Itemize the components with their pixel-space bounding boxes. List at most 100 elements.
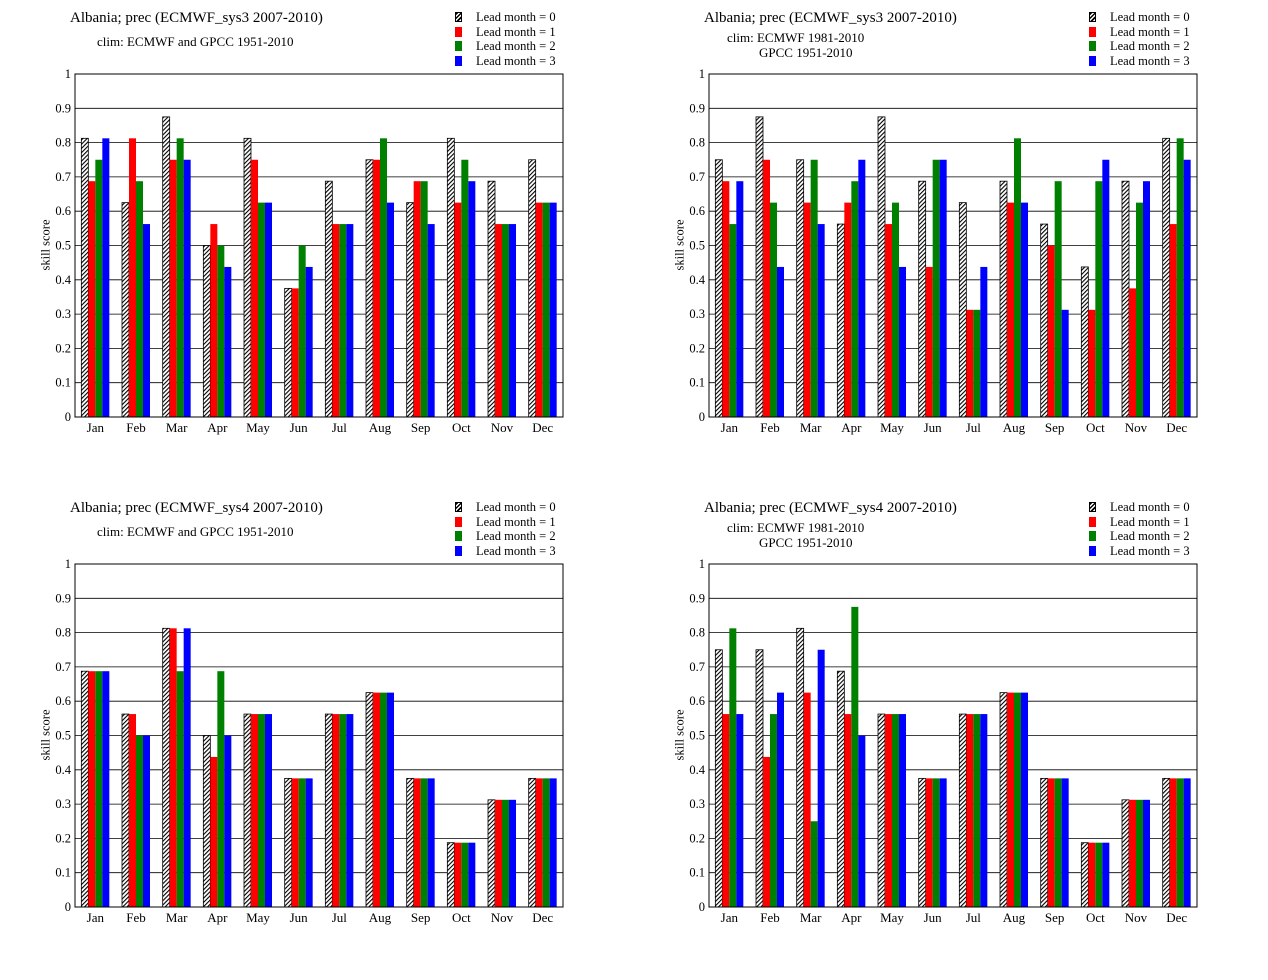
bar bbox=[803, 692, 811, 907]
x-tick-label: Jan bbox=[721, 420, 739, 435]
bar bbox=[755, 649, 764, 908]
bar bbox=[999, 180, 1008, 418]
x-tick-label: Dec bbox=[532, 910, 553, 925]
bar bbox=[427, 778, 435, 907]
bar bbox=[1183, 159, 1191, 417]
legend-label: Lead month = 1 bbox=[476, 514, 556, 529]
legend-item: Lead month = 1 bbox=[1089, 515, 1190, 530]
y-tick-label: 0.7 bbox=[689, 170, 705, 184]
chart-panel: 0 0.1 0.2 0.3 0.4 0.5 0.6 0.7 0.8 0.9 1 Jan Feb Mar Ap… bbox=[0, 490, 634, 980]
chart-title: Albania; prec (ECMWF_sys3 2007-2010) bbox=[704, 10, 957, 26]
bar-chart: 0 0.1 0.2 0.3 0.4 0.5 0.6 0.7 0.8 0.9 1 Jan Feb Mar Ap… bbox=[689, 67, 1198, 435]
y-tick-label: 0.4 bbox=[55, 763, 71, 777]
bar bbox=[877, 713, 886, 908]
legend-label: Lead month = 3 bbox=[476, 53, 556, 68]
bar bbox=[763, 159, 770, 417]
bar bbox=[387, 202, 394, 417]
bar bbox=[210, 224, 218, 417]
bar bbox=[535, 778, 543, 907]
bar bbox=[851, 181, 859, 417]
bar bbox=[80, 670, 89, 908]
legend-label: Lead month = 0 bbox=[476, 500, 556, 514]
bar bbox=[1047, 245, 1055, 417]
x-tick-label: Mar bbox=[800, 910, 822, 925]
bar bbox=[1021, 692, 1028, 907]
bar bbox=[939, 778, 947, 907]
y-tick-label: 0.5 bbox=[55, 729, 71, 743]
bar bbox=[1136, 799, 1143, 907]
bar bbox=[770, 714, 777, 907]
bar bbox=[892, 202, 899, 417]
y-tick-label: 0.5 bbox=[689, 239, 705, 253]
bar bbox=[298, 778, 306, 907]
x-tick-label: Aug bbox=[369, 420, 392, 435]
bar bbox=[176, 671, 184, 907]
y-tick-label: 0.2 bbox=[689, 831, 705, 845]
y-tick-label: 0.4 bbox=[55, 273, 71, 287]
x-tick-label: Nov bbox=[1125, 420, 1148, 435]
bar bbox=[1136, 202, 1143, 417]
x-tick-label: Mar bbox=[166, 910, 188, 925]
y-tick-label: 0.9 bbox=[55, 101, 71, 115]
bar bbox=[380, 138, 387, 417]
bar bbox=[224, 266, 232, 417]
chart-panel: 0 0.1 0.2 0.3 0.4 0.5 0.6 0.7 0.8 0.9 1 Jan Feb Mar Ap… bbox=[0, 0, 634, 490]
bar bbox=[885, 714, 892, 907]
bar bbox=[1014, 692, 1021, 907]
x-tick-label: Feb bbox=[760, 910, 780, 925]
y-tick-label: 0.7 bbox=[689, 660, 705, 674]
bar bbox=[202, 735, 211, 908]
bar bbox=[999, 692, 1008, 908]
bar bbox=[1176, 138, 1184, 417]
y-tick-label: 0.2 bbox=[689, 341, 705, 355]
bar bbox=[284, 777, 293, 908]
bar bbox=[332, 224, 340, 417]
y-tick-label: 0.8 bbox=[55, 626, 71, 640]
legend-item: Lead month = 0 bbox=[455, 10, 556, 25]
bar bbox=[755, 116, 764, 418]
y-axis-label: skill score bbox=[38, 709, 53, 761]
bar bbox=[365, 692, 374, 908]
y-tick-label: 1 bbox=[65, 67, 71, 81]
bar bbox=[136, 181, 143, 417]
bar bbox=[143, 735, 150, 907]
chart-subtitle: GPCC 1951-2010 bbox=[759, 45, 853, 60]
bar bbox=[777, 266, 784, 417]
bar bbox=[1088, 309, 1096, 417]
bar bbox=[121, 713, 130, 908]
legend-item: Lead month = 1 bbox=[455, 25, 556, 40]
legend-label: Lead month = 1 bbox=[1110, 24, 1190, 39]
plot-frame bbox=[74, 73, 564, 418]
legend-label: Lead month = 1 bbox=[476, 24, 556, 39]
x-tick-label: Jul bbox=[966, 420, 982, 435]
bar bbox=[487, 799, 496, 908]
chart-subtitle: GPCC 1951-2010 bbox=[759, 535, 853, 550]
bar bbox=[1143, 181, 1150, 417]
legend-swatch bbox=[455, 516, 462, 527]
bar bbox=[899, 266, 906, 417]
bar bbox=[817, 649, 825, 907]
y-axis-label: skill score bbox=[672, 219, 687, 271]
bar bbox=[169, 159, 177, 417]
y-tick-label: 0 bbox=[65, 900, 71, 914]
y-tick-label: 0.3 bbox=[689, 797, 705, 811]
x-tick-label: Aug bbox=[1003, 420, 1026, 435]
bar bbox=[1102, 842, 1110, 907]
plot-frame bbox=[708, 73, 1198, 418]
bar bbox=[858, 735, 866, 907]
y-tick-label: 0.6 bbox=[689, 694, 705, 708]
bar bbox=[1169, 224, 1177, 417]
y-tick-label: 0.7 bbox=[55, 170, 71, 184]
bar bbox=[88, 181, 96, 417]
bar bbox=[495, 799, 502, 907]
legend-item: Lead month = 3 bbox=[1089, 544, 1190, 559]
x-tick-label: Sep bbox=[411, 420, 431, 435]
bar bbox=[836, 223, 845, 418]
bar bbox=[183, 159, 191, 417]
legend-item: Lead month = 3 bbox=[455, 54, 556, 69]
bar bbox=[1021, 202, 1028, 417]
bar bbox=[528, 777, 537, 908]
x-tick-label: Apr bbox=[841, 420, 862, 435]
chart-subtitle: clim: ECMWF and GPCC 1951-2010 bbox=[97, 524, 294, 539]
bar bbox=[95, 159, 103, 417]
